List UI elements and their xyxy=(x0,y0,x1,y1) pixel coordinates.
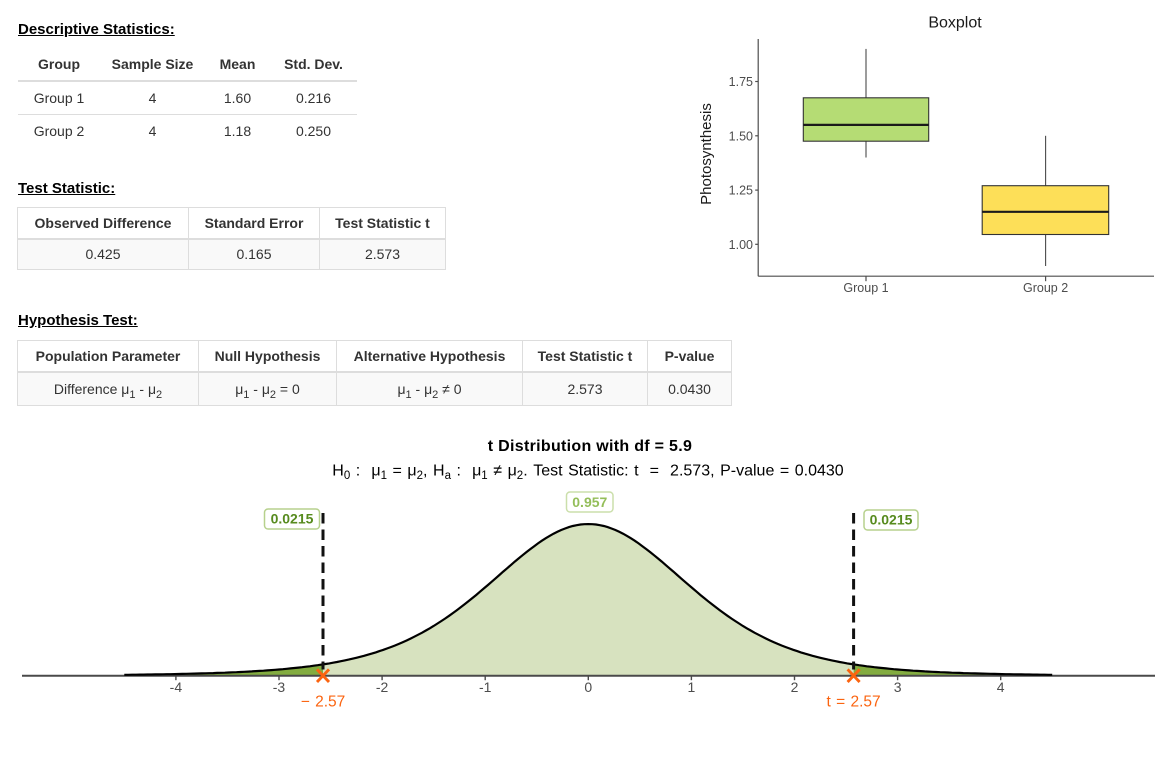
svg-text:4: 4 xyxy=(997,679,1005,695)
svg-text:0.0215: 0.0215 xyxy=(271,511,314,527)
svg-text:t = 2.57: t = 2.57 xyxy=(827,693,881,710)
svg-text:-1: -1 xyxy=(479,679,492,695)
svg-text:− 2.57: − 2.57 xyxy=(301,693,346,710)
svg-text:Group 1: Group 1 xyxy=(843,281,888,295)
svg-text:t Distribution with df = 5.9: t Distribution with df = 5.9 xyxy=(488,438,692,455)
svg-text:H0 : μ1 = μ2, Ha : μ1 ≠ μ2.: H0 : μ1 = μ2, Ha : μ1 ≠ μ2. Test Statist… xyxy=(332,463,844,482)
svg-text:Group 2: Group 2 xyxy=(1023,281,1068,295)
svg-text:3: 3 xyxy=(894,679,902,695)
svg-text:-4: -4 xyxy=(170,679,183,695)
svg-text:0.957: 0.957 xyxy=(572,494,607,510)
svg-text:Photosynthesis: Photosynthesis xyxy=(698,103,715,205)
svg-text:2: 2 xyxy=(791,679,799,695)
svg-text:1.75: 1.75 xyxy=(729,75,753,89)
svg-text:-3: -3 xyxy=(273,679,286,695)
svg-text:1.25: 1.25 xyxy=(729,184,753,198)
svg-text:-2: -2 xyxy=(376,679,389,695)
svg-text:0: 0 xyxy=(584,679,592,695)
svg-text:1: 1 xyxy=(688,679,696,695)
svg-text:0.0215: 0.0215 xyxy=(870,512,913,528)
svg-text:Boxplot: Boxplot xyxy=(928,15,982,32)
svg-text:1.00: 1.00 xyxy=(729,238,753,252)
svg-text:1.50: 1.50 xyxy=(729,129,753,143)
